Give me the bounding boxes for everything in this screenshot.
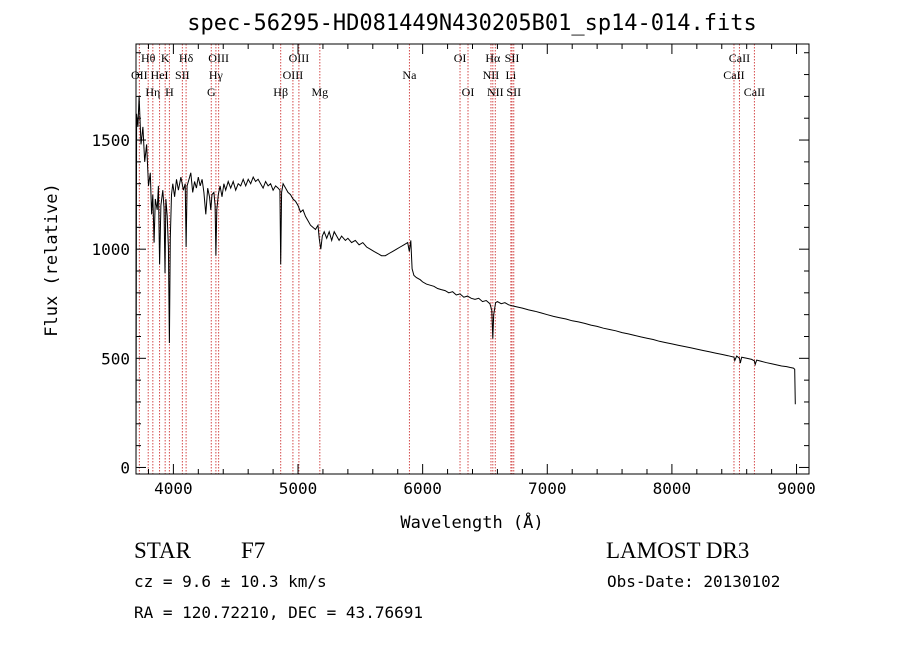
line-label: Hγ <box>209 68 224 82</box>
y-tick-label: 1500 <box>91 131 130 150</box>
line-label: NII <box>487 85 504 99</box>
line-label: Hα <box>485 51 501 65</box>
line-label: Hδ <box>179 51 194 65</box>
axes <box>135 43 810 475</box>
y-tick-label: 0 <box>120 458 130 477</box>
x-tick-label: 5000 <box>279 479 318 498</box>
line-label: NII <box>483 68 500 82</box>
line-label: Na <box>402 68 417 82</box>
redshift-info: cz = 9.6 ± 10.3 km/s <box>134 572 327 591</box>
line-label: Hθ <box>141 51 156 65</box>
line-label: HeI <box>151 68 169 82</box>
y-tick-label: 1000 <box>91 240 130 259</box>
y-axis-label: Flux (relative) <box>42 183 62 337</box>
line-label: Mg <box>311 85 328 99</box>
line-label: OI <box>454 51 467 65</box>
observation-date: Obs-Date: 20130102 <box>607 572 781 591</box>
line-label: OI <box>462 85 475 99</box>
x-tick-label: 7000 <box>528 479 567 498</box>
line-label: OIII <box>283 68 304 82</box>
x-tick-label: 8000 <box>653 479 692 498</box>
line-label: CaII <box>723 68 744 82</box>
plot-frame <box>135 43 810 475</box>
x-axis-label: Wavelength (Å) <box>400 511 543 533</box>
spectral-subclass: F7 <box>241 538 266 563</box>
line-label: SII <box>175 68 190 82</box>
line-label: Hβ <box>273 85 288 99</box>
x-tick-label: 6000 <box>403 479 442 498</box>
y-tick-label: 500 <box>101 349 130 368</box>
tick-labels: 4000 5000 6000 7000 8000 9000 0 500 1000 1500 <box>91 131 815 498</box>
line-label: Li <box>506 68 517 82</box>
line-label: OIII <box>289 51 310 65</box>
x-tick-label: 9000 <box>777 479 816 498</box>
line-labels: OIIHθHηHeIKHSIIHδGHγOIIIHβOIIIOIIIMgNaOI… <box>131 51 765 99</box>
line-label: H <box>165 85 174 99</box>
line-label: G <box>207 85 216 99</box>
line-label: SII <box>506 85 521 99</box>
line-label: SII <box>505 51 520 65</box>
survey-name: LAMOST DR3 <box>606 538 750 563</box>
line-markers <box>138 44 755 474</box>
line-label: CaII <box>729 51 750 65</box>
object-type: STAR <box>134 538 191 563</box>
spectrum-line <box>135 96 796 468</box>
coordinates: RA = 120.72210, DEC = 43.76691 <box>134 603 423 622</box>
line-label: K <box>161 51 170 65</box>
line-label: OIII <box>208 51 229 65</box>
line-label: Hη <box>145 85 160 99</box>
line-label: CaII <box>744 85 765 99</box>
x-tick-label: 4000 <box>154 479 193 498</box>
chart-title: spec-56295-HD081449N430205B01_sp14-014.f… <box>187 11 757 36</box>
